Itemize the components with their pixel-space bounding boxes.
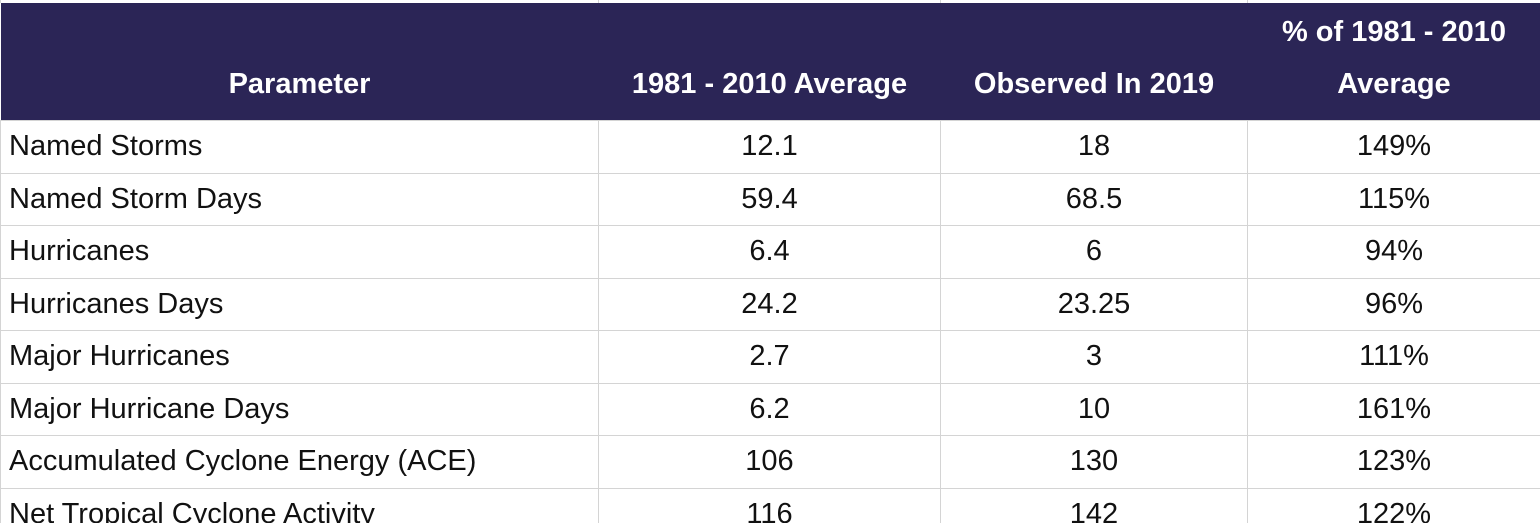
cell-value: 3 — [940, 330, 1248, 384]
cell-value: 106 — [598, 435, 941, 489]
cell-value: 23.25 — [940, 277, 1248, 331]
cell-value: 161% — [1247, 382, 1540, 436]
header-cell: Parameter — [0, 3, 599, 121]
cell-value: 68.5 — [940, 172, 1248, 226]
table-row: Accumulated Cyclone Energy (ACE) 106 130 12… — [0, 435, 1540, 489]
row-label: Hurricanes — [0, 225, 599, 279]
cell-value: 94% — [1247, 225, 1540, 279]
table-row: Named Storms 12.1 18 149% — [0, 120, 1540, 174]
cell-value: 130 — [940, 435, 1248, 489]
table-row: Net Tropical Cyclone Activity 116 142 122% — [0, 487, 1540, 523]
table-row: Hurricanes 6.4 6 94% — [0, 225, 1540, 279]
row-label: Net Tropical Cyclone Activity — [0, 487, 599, 523]
cell-value: 10 — [940, 382, 1248, 436]
table-row: Major Hurricane Days 6.2 10 161% — [0, 382, 1540, 436]
cell-value: 115% — [1247, 172, 1540, 226]
row-label: Hurricanes Days — [0, 277, 599, 331]
table-row: Major Hurricanes 2.7 3 111% — [0, 330, 1540, 384]
cell-value: 111% — [1247, 330, 1540, 384]
row-label: Named Storm Days — [0, 172, 599, 226]
row-label: Accumulated Cyclone Energy (ACE) — [0, 435, 599, 489]
header-cell: % of 1981 - 2010 Average — [1247, 3, 1540, 121]
row-label: Major Hurricane Days — [0, 382, 599, 436]
cell-value: 149% — [1247, 120, 1540, 174]
cell-value: 6.4 — [598, 225, 941, 279]
top-strip — [0, 0, 1540, 3]
cell-value: 6.2 — [598, 382, 941, 436]
cell-value: 142 — [940, 487, 1248, 523]
row-label: Named Storms — [0, 120, 599, 174]
row-label: Major Hurricanes — [0, 330, 599, 384]
cell-value: 6 — [940, 225, 1248, 279]
cell-value: 96% — [1247, 277, 1540, 331]
header-cell: 1981 - 2010 Average — [598, 3, 941, 121]
cell-value: 122% — [1247, 487, 1540, 523]
cell-value: 59.4 — [598, 172, 941, 226]
cell-value: 2.7 — [598, 330, 941, 384]
cell-value: 18 — [940, 120, 1248, 174]
cell-value: 24.2 — [598, 277, 941, 331]
cell-value: 12.1 — [598, 120, 941, 174]
header-cell: Observed In 2019 — [940, 3, 1248, 121]
header-row: Parameter 1981 - 2010 Average Observed In … — [0, 3, 1540, 121]
table-row: Hurricanes Days 24.2 23.25 96% — [0, 277, 1540, 331]
table-row: Named Storm Days 59.4 68.5 115% — [0, 172, 1540, 226]
cell-value: 116 — [598, 487, 941, 523]
cell-value: 123% — [1247, 435, 1540, 489]
